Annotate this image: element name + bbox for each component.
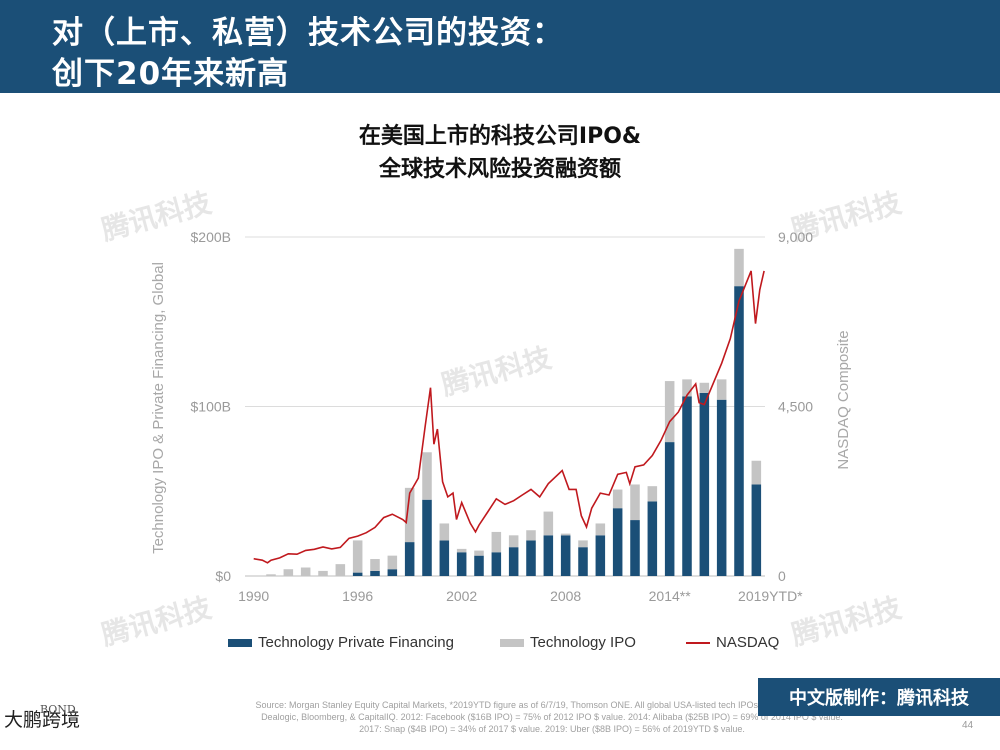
page-number: 44 [962, 720, 974, 731]
bar-private-financing [716, 399, 727, 576]
corner-watermark: BOND 大鹏跨境 [4, 703, 81, 732]
page-title-line1: 对（上市、私营）技术公司的投资： [52, 15, 564, 51]
bar-private-financing [387, 569, 398, 576]
chart-plot: $0 $100B $200B 0 4,500 9,000 1990 1996 2002 2008 2… [150, 229, 852, 604]
corner-small-text: BOND [40, 703, 76, 716]
tick-labels: $0 $100B $200B 0 4,500 9,000 1990 1996 2002 2008 2… [191, 229, 814, 604]
bar-ipo [283, 569, 294, 576]
bar-ipo [595, 523, 606, 536]
bar-private-financing [630, 520, 640, 576]
bar-ipo [751, 460, 762, 485]
bar-ipo [491, 531, 502, 553]
bar-ipo [682, 379, 692, 397]
legend-item-nasdaq: NASDAQ [686, 634, 779, 651]
y-left-tick-label: $100B [191, 399, 231, 415]
legend-swatch-nasdaq [686, 641, 710, 644]
bar-ipo [508, 535, 519, 548]
bar-private-financing [526, 540, 536, 576]
y-left-tick-label: $200B [191, 229, 231, 245]
bar-ipo [612, 489, 623, 509]
x-tick-label: 1996 [342, 588, 373, 604]
x-tick-label: 2002 [446, 588, 477, 604]
bar-private-financing [612, 508, 623, 576]
bar-private-financing [370, 570, 380, 576]
bar-private-financing [439, 540, 450, 576]
x-tick-label: 1990 [238, 588, 269, 604]
bars-group [266, 248, 762, 576]
bar-ipo [578, 540, 588, 548]
bar-private-financing [734, 286, 744, 576]
bar-ipo [439, 523, 450, 541]
bar-private-financing [508, 547, 519, 576]
legend-swatch-ipo [500, 638, 524, 647]
bar-ipo [647, 486, 658, 502]
bar-ipo [664, 381, 675, 443]
chart-title-line1: 在美国上市的科技公司IPO& [358, 124, 642, 149]
bar-private-financing [595, 535, 606, 576]
bar-private-financing [422, 499, 432, 576]
corner-text: 大鹏跨境 [4, 709, 81, 731]
bar-private-financing [491, 552, 502, 576]
bar-private-financing [751, 484, 762, 576]
bar-private-financing [456, 552, 467, 576]
y-right-tick-label: 9,000 [778, 229, 813, 245]
bar-ipo [699, 382, 710, 393]
bar-ipo [370, 559, 380, 571]
bar-ipo [630, 484, 640, 521]
bar-ipo [404, 487, 415, 543]
y-right-tick-label: 4,500 [778, 399, 813, 415]
bar-private-financing [682, 396, 692, 576]
legend-label-nasdaq: NASDAQ [716, 634, 780, 651]
bar-ipo [318, 570, 328, 576]
chart-legend: Technology Private Financing Technology … [0, 634, 1000, 656]
bar-private-financing [474, 555, 484, 576]
legend-swatch-private [228, 638, 252, 647]
bar-ipo [474, 550, 484, 556]
bar-ipo [526, 530, 536, 541]
x-tick-label: 2019YTD* [738, 588, 803, 604]
legend-label-private: Technology Private Financing [258, 634, 454, 651]
y-axis-right-title: NASDAQ Composite [835, 330, 852, 469]
bar-ipo [335, 564, 346, 576]
header-bar: 对（上市、私营）技术公司的投资： 创下20年来新高 [0, 0, 1000, 93]
legend-label-ipo: Technology IPO [530, 634, 636, 651]
bar-ipo [560, 533, 571, 536]
bar-private-financing [404, 542, 415, 576]
bar-ipo [387, 555, 398, 570]
bar-private-financing [543, 535, 554, 576]
bar-private-financing [560, 535, 571, 576]
bar-ipo [300, 567, 311, 576]
legend-item-ipo: Technology IPO [500, 634, 636, 651]
page-title-line2: 创下20年来新高 [52, 56, 290, 92]
bar-ipo [422, 452, 432, 500]
y-right-tick-label: 0 [778, 568, 786, 584]
bar-private-financing [647, 501, 658, 576]
x-tick-label: 2014** [649, 588, 692, 604]
grid-lines [245, 236, 765, 577]
bar-ipo [352, 540, 363, 573]
bar-private-financing [664, 442, 675, 576]
bar-private-financing [578, 547, 588, 576]
nasdaq-line [253, 270, 765, 564]
credit-badge: 中文版制作：腾讯科技 [758, 678, 1000, 716]
y-left-tick-label: $0 [215, 568, 231, 584]
source-note: Source: Morgan Stanley Equity Capital Ma… [255, 700, 849, 734]
bar-private-financing [352, 572, 363, 576]
bar-ipo [543, 511, 554, 536]
bar-ipo [734, 248, 744, 287]
bar-ipo [716, 379, 727, 400]
bar-private-financing [699, 392, 710, 576]
y-axis-left-title: Technology IPO & Private Financing, Glob… [150, 262, 167, 554]
x-tick-label: 2008 [550, 588, 581, 604]
chart-title-line2: 全球技术风险投资融资额 [378, 157, 621, 182]
legend-item-private: Technology Private Financing [228, 634, 454, 651]
bar-ipo [266, 574, 276, 576]
bar-ipo [456, 548, 467, 553]
